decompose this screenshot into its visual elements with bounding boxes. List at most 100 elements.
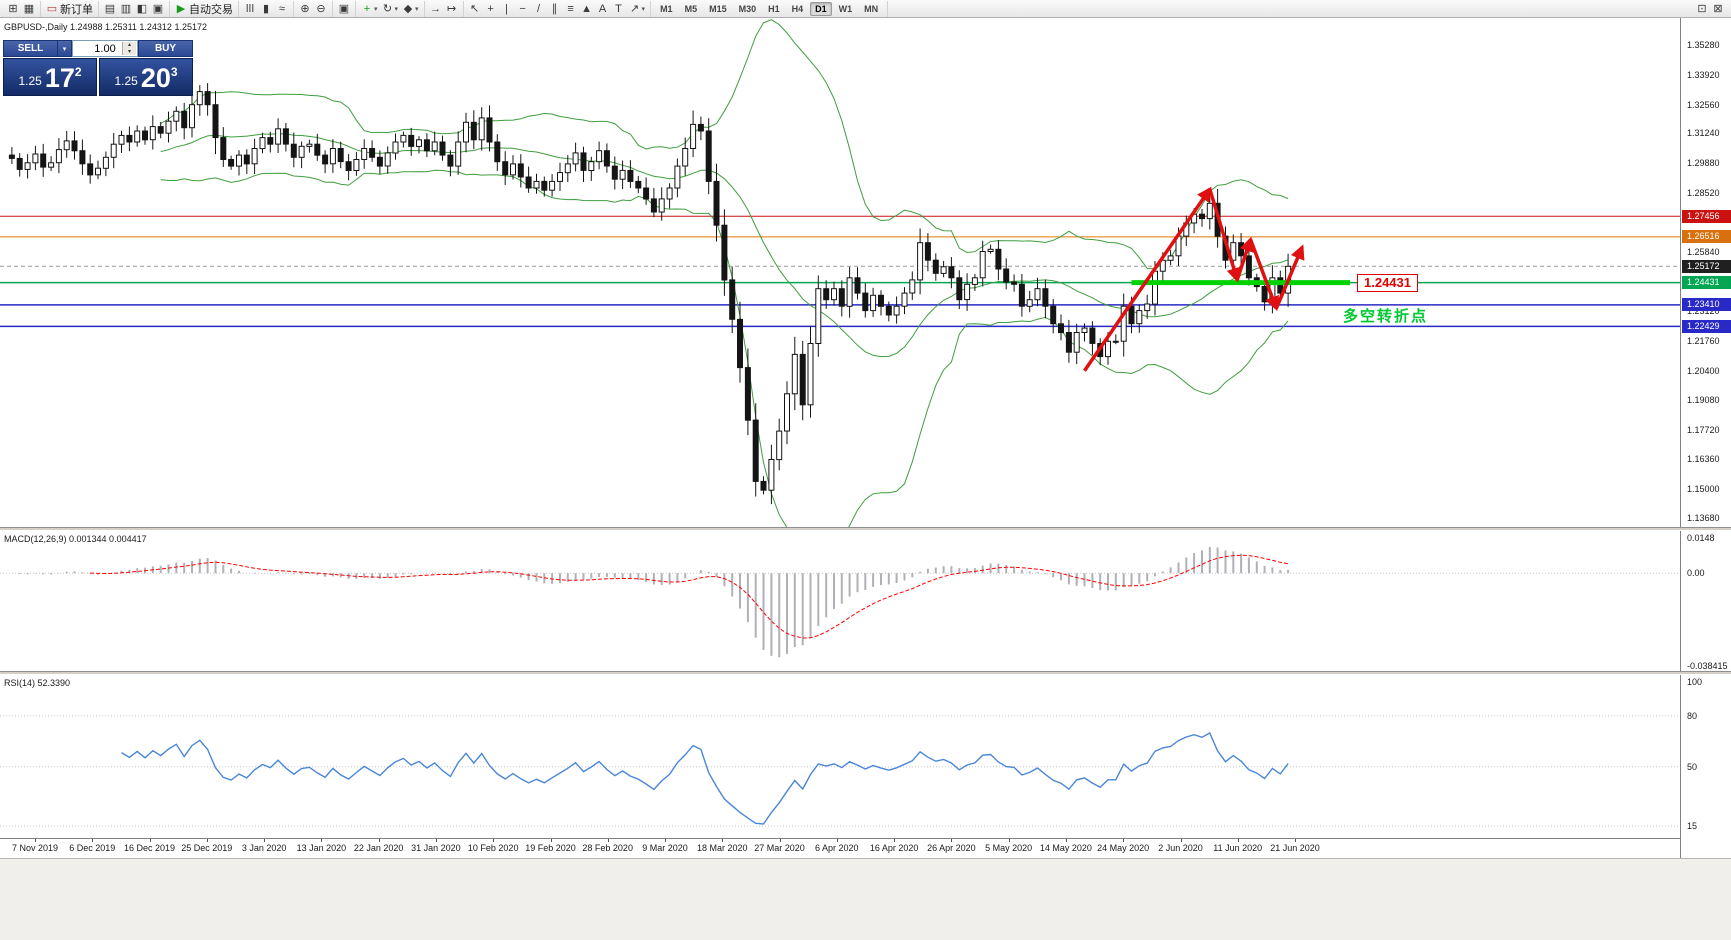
new-order-button[interactable]: ▭ 新订单 (44, 1, 95, 17)
timeframe-W1-button[interactable]: W1 (838, 3, 853, 14)
date-tick (1123, 839, 1125, 842)
new-order-label: 新订单 (60, 3, 93, 16)
date-axis-label: 16 Dec 2019 (123, 843, 176, 853)
timeframe-H1-button[interactable]: H1 (768, 3, 780, 14)
main-chart-canvas[interactable] (0, 18, 1680, 527)
periods-icon[interactable]: ↻ ▾ (380, 1, 401, 17)
pane-splitter[interactable] (0, 671, 1731, 675)
timeframe-M5-button[interactable]: M5 (684, 3, 698, 14)
text-icon[interactable]: A (595, 1, 611, 17)
price-scale[interactable]: 1.35280 1.33920 1.32560 1.31240 1.29880 1.285… (1680, 18, 1731, 858)
data-window-icon[interactable]: ▥ (118, 1, 134, 17)
auto-scroll-icon[interactable]: → (428, 1, 444, 17)
bar-chart-glyph: ǀǀǀ (245, 2, 255, 15)
horizontal-line-icon[interactable]: − (515, 1, 531, 17)
date-axis-label: 28 Feb 2020 (582, 843, 633, 853)
templates-caret-icon[interactable]: ▾ (415, 5, 419, 13)
macd-indicator-label: MACD(12,26,9) 0.001344 0.004417 (4, 534, 147, 544)
date-axis-label: 13 Jan 2020 (296, 843, 347, 853)
indicators-caret-icon[interactable]: ▾ (374, 5, 378, 13)
price-tag: 1.22429 (1682, 319, 1731, 333)
zoom-out-icon[interactable]: ⊖ (313, 1, 329, 17)
timeframe-D1-button[interactable]: D1 (810, 1, 832, 16)
periods-caret-icon[interactable]: ▾ (394, 5, 399, 13)
volume-input[interactable]: 1.00 ▴ ▾ (72, 40, 138, 57)
shapes-icon[interactable]: ▲ (579, 1, 595, 17)
date-tick (35, 839, 36, 842)
text-label-glyph: T (615, 2, 622, 15)
chart-window[interactable]: GBPUSD-,Daily 1.24988 1.25311 1.24312 1.… (0, 18, 1731, 940)
cursor-glyph: ↖ (469, 2, 480, 15)
indicators-icon[interactable]: + ▾ (359, 1, 380, 17)
candlestick-chart-icon[interactable]: ▮ (258, 1, 274, 17)
window-list-icon[interactable]: ⊡ (1694, 1, 1710, 17)
periods-glyph: ↻ (382, 2, 393, 15)
date-tick (722, 839, 724, 842)
macd-pane-canvas[interactable] (0, 531, 1680, 671)
arrows-caret-icon[interactable]: ▾ (641, 5, 646, 13)
arrows-icon[interactable]: ↗ ▾ (627, 1, 648, 17)
rsi-axis-label: 80 (1687, 710, 1698, 721)
market-watch-icon[interactable]: ▤ (102, 1, 118, 17)
price-tag: 1.24431 (1682, 276, 1731, 290)
line-chart-icon[interactable]: ≈ (274, 1, 290, 17)
one-click-options-caret-icon[interactable]: ▾ (58, 40, 72, 57)
pane-splitter[interactable] (0, 527, 1731, 531)
buy-price-panel[interactable]: 1.25 20 3 (99, 58, 193, 96)
timeframe-M15-button[interactable]: M15 (709, 3, 727, 14)
sell-price-panel[interactable]: 1.25 17 2 (3, 58, 97, 96)
text-label-icon[interactable]: T (611, 1, 627, 17)
date-tick (665, 839, 666, 842)
sell-button[interactable]: SELL (3, 40, 58, 57)
timeframe-MN-button[interactable]: MN (864, 3, 879, 14)
navigator-icon[interactable]: ◧ (134, 1, 150, 17)
date-tick (206, 839, 208, 842)
cursor-icon[interactable]: ↖ (467, 1, 483, 17)
terminal-icon[interactable]: ▣ (150, 1, 166, 17)
toolbar-group: ⊞ ▦ (2, 0, 41, 17)
date-axis-label: 18 Mar 2020 (697, 843, 748, 853)
auto-trading-button[interactable]: ▶ 自动交易 (173, 1, 235, 17)
equidistant-channel-glyph: ∥ (551, 2, 558, 15)
price-axis-label: 1.17720 (1687, 424, 1720, 435)
text-glyph: A (598, 2, 607, 15)
date-axis-label: 3 Jan 2020 (241, 843, 287, 853)
timeframe-M1-button[interactable]: M1 (660, 3, 673, 14)
volume-stepper[interactable]: ▴ ▾ (122, 42, 136, 55)
chart-shift-icon[interactable]: ↦ (444, 1, 460, 17)
new-chart-icon[interactable]: ⊞ (5, 1, 21, 17)
toolbar-group: + ▾ ↻ ▾ ◆ ▾ (356, 0, 425, 17)
fibonacci-icon[interactable]: ≡ (563, 1, 579, 17)
stepper-up-icon[interactable]: ▴ (127, 41, 131, 48)
toolbar-group: ⊡ ⊠ (1691, 1, 1729, 17)
equidistant-channel-icon[interactable]: ∥ (547, 1, 563, 17)
date-scale[interactable]: 7 Nov 2019 6 Dec 2019 16 Dec 2019 25 Dec 20… (0, 838, 1680, 859)
timeframe-M30-button[interactable]: M30 (738, 3, 757, 14)
crosshair-icon[interactable]: + (483, 1, 499, 17)
buy-price-sup: 3 (170, 65, 178, 79)
stepper-down-icon[interactable]: ▾ (127, 48, 131, 55)
templates-icon[interactable]: ◆ ▾ (400, 1, 421, 17)
zoom-in-icon[interactable]: ⊕ (297, 1, 313, 17)
bar-chart-icon[interactable]: ǀǀǀ (242, 1, 258, 17)
date-tick (1008, 839, 1010, 842)
price-axis-label: 1.25840 (1687, 246, 1720, 257)
profiles-icon[interactable]: ▦ (21, 1, 37, 17)
turning-point-price-label[interactable]: 1.24431 (1357, 273, 1418, 292)
date-axis-label: 2 Jun 2020 (1158, 843, 1203, 853)
date-tick (894, 839, 896, 842)
buy-button[interactable]: BUY (138, 40, 193, 57)
window-list-glyph: ⊡ (1697, 2, 1707, 15)
price-tag: 1.23410 (1682, 298, 1731, 312)
timeframe-H4-button[interactable]: H4 (791, 3, 804, 14)
tile-windows-icon[interactable]: ▣ (336, 1, 352, 17)
rsi-pane-canvas[interactable] (0, 675, 1680, 838)
vertical-line-icon[interactable]: | (499, 1, 515, 17)
trendline-icon[interactable]: / (531, 1, 547, 17)
date-axis-label: 22 Jan 2020 (353, 843, 404, 853)
price-axis-label: 1.13680 (1687, 513, 1720, 524)
turning-point-note[interactable]: 多空转折点 (1343, 307, 1429, 325)
date-axis-label: 10 Feb 2020 (467, 843, 519, 853)
help-icon[interactable]: ⊠ (1710, 1, 1726, 17)
auto-trading-glyph: ▶ (176, 2, 186, 15)
